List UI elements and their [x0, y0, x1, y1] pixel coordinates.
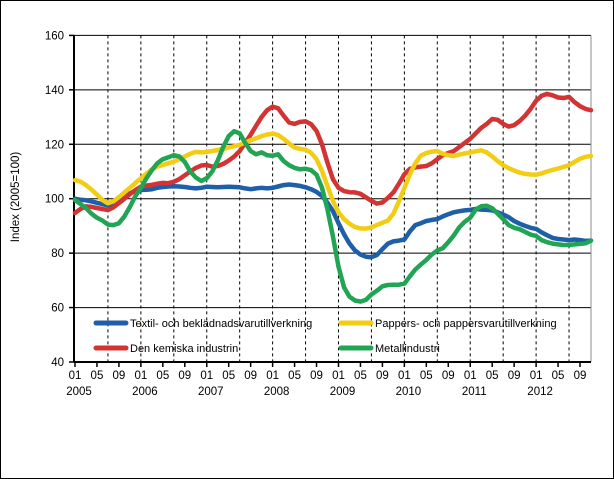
y-axis-title: Index (2005=100) [10, 151, 22, 243]
x-tick-month-label: 01 [69, 370, 82, 382]
x-tick-month-label: 09 [310, 370, 323, 382]
legend-label-1: Textil- och beklädnadsvarutillverkning [130, 318, 312, 330]
x-tick-month-label: 05 [486, 370, 499, 382]
x-tick-month-label: 09 [113, 370, 126, 382]
y-tick-label: 160 [45, 30, 64, 42]
x-year-label: 2008 [264, 386, 290, 398]
x-tick-month-label: 09 [442, 370, 455, 382]
x-year-label: 2011 [462, 386, 487, 398]
x-tick-month-label: 01 [134, 370, 147, 382]
series-line-4 [72, 128, 594, 304]
x-year-label: 2005 [66, 386, 92, 398]
x-tick-month-label: 05 [91, 370, 104, 382]
x-tick-month-label: 01 [266, 370, 279, 382]
x-year-label: 2007 [198, 386, 224, 398]
x-year-label: 2012 [527, 386, 553, 398]
y-tick-label: 40 [51, 357, 64, 369]
y-tick-label: 60 [51, 303, 64, 315]
series-line-3 [72, 131, 594, 231]
series-line-1 [72, 182, 594, 260]
x-tick-month-label: 09 [376, 370, 389, 382]
x-tick-month-label: 05 [552, 370, 565, 382]
series-line-2 [72, 91, 594, 216]
x-tick-month-label: 01 [200, 370, 213, 382]
x-tick-month-label: 05 [354, 370, 367, 382]
legend-label-2: Den kemiska industrin [130, 343, 238, 355]
y-tick-label: 80 [51, 248, 64, 260]
x-tick-month-label: 01 [530, 370, 543, 382]
x-tick-month-label: 05 [288, 370, 301, 382]
x-tick-month-label: 09 [244, 370, 257, 382]
y-tick-label: 120 [45, 139, 64, 151]
x-tick-month-label: 01 [332, 370, 345, 382]
x-tick-month-label: 09 [178, 370, 191, 382]
legend-label-4: Metallindustri [375, 343, 440, 355]
x-tick-month-label: 09 [508, 370, 521, 382]
x-tick-month-label: 05 [420, 370, 433, 382]
x-tick-month-label: 05 [156, 370, 169, 382]
y-tick-label: 100 [45, 194, 64, 206]
x-year-label: 2006 [132, 386, 158, 398]
x-tick-month-label: 05 [222, 370, 235, 382]
x-tick-month-label: 01 [464, 370, 477, 382]
legend-label-3: Pappers- och pappersvarutillverkning [375, 318, 557, 330]
x-tick-month-label: 09 [574, 370, 587, 382]
x-year-label: 2010 [396, 386, 422, 398]
x-tick-month-label: 01 [398, 370, 411, 382]
x-year-label: 2009 [330, 386, 356, 398]
y-tick-label: 140 [45, 85, 64, 97]
